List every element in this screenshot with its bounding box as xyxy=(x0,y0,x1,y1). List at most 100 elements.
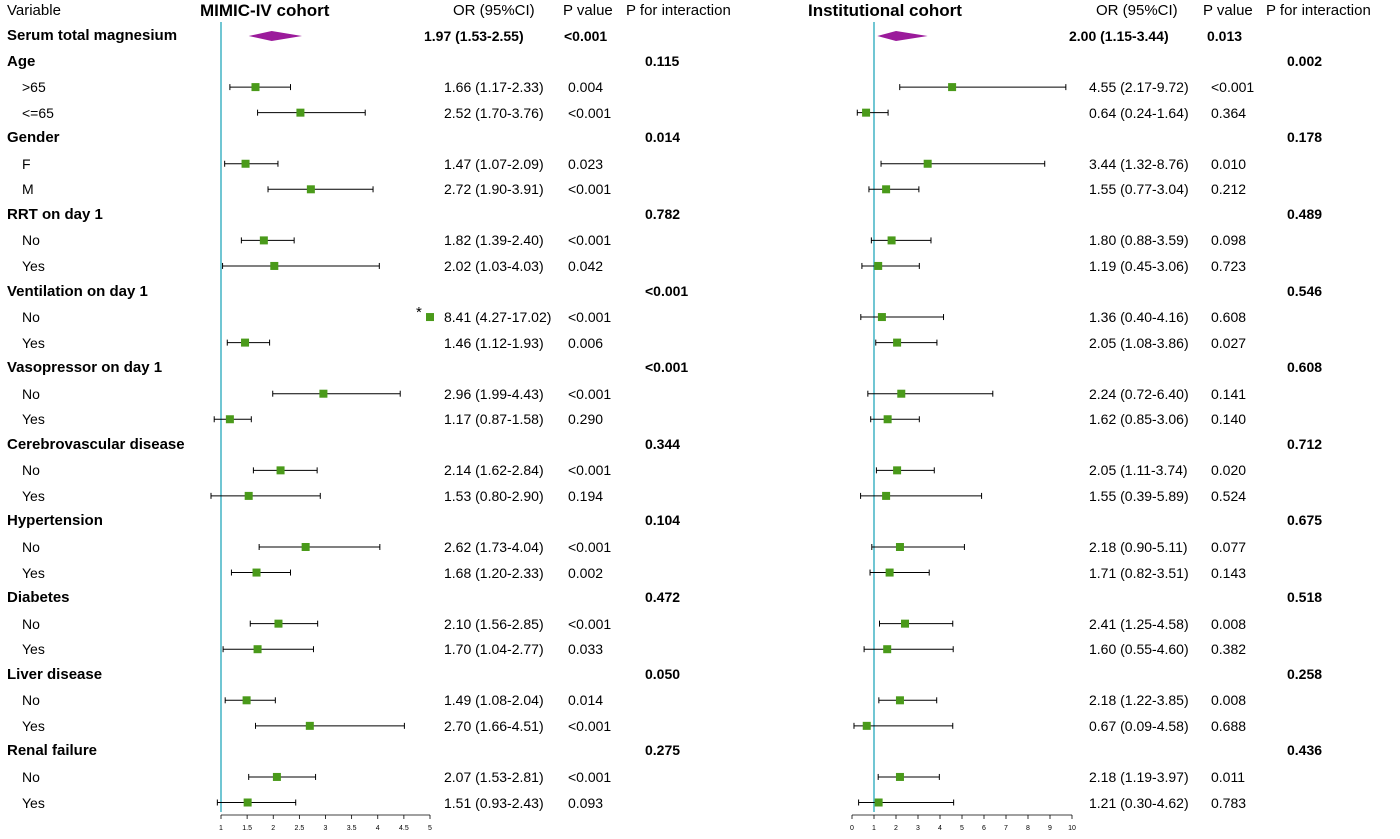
right-point-estimate xyxy=(893,338,902,347)
left-or-ci: 8.41 (4.27-17.02) xyxy=(444,309,552,326)
left-point-estimate xyxy=(243,798,252,807)
row-label: No xyxy=(22,539,40,555)
left-p-interaction: 0.344 xyxy=(645,435,681,452)
right-p-value: 0.008 xyxy=(1211,692,1247,709)
row-label: Yes xyxy=(22,411,45,428)
left-tick-label: 3 xyxy=(324,825,328,832)
left-or-ci: 2.02 (1.03-4.03) xyxy=(444,257,544,274)
right-point-estimate xyxy=(893,466,902,475)
left-point-estimate xyxy=(252,568,261,577)
left-or-ci: 2.70 (1.66-4.51) xyxy=(444,717,544,734)
left-p-value: 0.033 xyxy=(568,641,604,658)
left-tick-label: 5 xyxy=(428,825,432,832)
right-tick-label: 7 xyxy=(1004,825,1008,832)
row-label: No xyxy=(22,692,40,709)
left-or-ci: 1.17 (0.87-1.58) xyxy=(444,411,544,428)
overall-label: Serum total magnesium xyxy=(7,27,178,44)
left-or-ci: 1.68 (1.20-2.33) xyxy=(444,564,544,581)
right-p-interaction: 0.489 xyxy=(1287,205,1323,222)
right-point-estimate xyxy=(887,236,896,245)
right-p-value: 0.143 xyxy=(1211,564,1247,581)
left-tick-label: 2 xyxy=(271,825,275,832)
left-point-estimate xyxy=(272,772,281,781)
group-label: Diabetes xyxy=(7,589,70,607)
left-point-estimate xyxy=(319,389,328,398)
header-variable: Variable xyxy=(7,2,61,19)
left-p-interaction: 0.275 xyxy=(645,742,681,759)
left-p-value: 0.002 xyxy=(568,564,604,581)
left-or-ci: 1.66 (1.17-2.33) xyxy=(444,79,544,96)
right-or-ci: 1.21 (0.30-4.62) xyxy=(1089,794,1189,811)
right-or-ci: 2.05 (1.11-3.74) xyxy=(1089,462,1188,479)
right-or-ci: 1.19 (0.45-3.06) xyxy=(1089,257,1189,274)
left-p-value: 0.004 xyxy=(568,79,604,96)
right-or-ci: 3.44 (1.32-8.76) xyxy=(1089,155,1189,172)
right-or-ci: 1.55 (0.77-3.04) xyxy=(1089,181,1189,198)
left-point-estimate xyxy=(251,83,260,92)
right-or-ci: 1.36 (0.40-4.16) xyxy=(1089,309,1189,326)
left-p-value: <0.001 xyxy=(568,232,612,249)
left-point-estimate xyxy=(270,261,279,270)
right-or-ci: 0.64 (0.24-1.64) xyxy=(1089,104,1189,121)
row-label: M xyxy=(22,181,34,198)
right-cohort-title: Institutional cohort xyxy=(808,1,962,20)
left-or-ci: 2.96 (1.99-4.43) xyxy=(444,385,544,402)
right-point-estimate xyxy=(882,491,891,500)
right-p-value: 0.141 xyxy=(1211,385,1247,402)
row-label: Yes xyxy=(22,487,45,504)
left-or-ci: 1.51 (0.93-2.43) xyxy=(444,794,544,811)
left-p-value: 0.194 xyxy=(568,487,604,504)
left-or-ci: 2.10 (1.56-2.85) xyxy=(444,615,544,632)
left-p-interaction: 0.472 xyxy=(645,589,681,606)
left-or-ci: 2.52 (1.70-3.76) xyxy=(444,104,544,121)
right-p-value: 0.140 xyxy=(1211,411,1247,428)
right-point-estimate xyxy=(874,798,883,807)
left-or-ci: 2.72 (1.90-3.91) xyxy=(444,181,544,198)
left-or-ci: 2.62 (1.73-4.04) xyxy=(444,539,544,555)
right-header-pint: P for interaction xyxy=(1266,2,1371,19)
left-point-estimate xyxy=(225,415,234,424)
right-p-value: 0.027 xyxy=(1211,334,1247,351)
right-tick-label: 4 xyxy=(938,825,942,832)
right-p-interaction: 0.178 xyxy=(1287,129,1323,146)
left-overall-diamond xyxy=(248,31,302,41)
right-p-interaction: 0.712 xyxy=(1287,435,1323,452)
row-label: >65 xyxy=(22,79,46,96)
row-label: F xyxy=(22,155,31,172)
right-or-ci: 1.60 (0.55-4.60) xyxy=(1089,641,1189,658)
right-tick-label: 9 xyxy=(1048,825,1052,832)
right-point-estimate xyxy=(885,568,894,577)
right-p-interaction: 0.436 xyxy=(1287,742,1323,759)
left-p-interaction: 0.782 xyxy=(645,205,681,222)
left-point-estimate xyxy=(301,543,310,551)
left-p-value: <0.001 xyxy=(564,28,608,44)
row-label: No xyxy=(22,462,40,479)
group-label: Hypertension xyxy=(7,512,103,530)
right-p-interaction: 0.546 xyxy=(1287,282,1323,299)
right-p-value: 0.008 xyxy=(1211,615,1247,632)
left-tick-label: 2.5 xyxy=(295,825,305,832)
left-p-value: <0.001 xyxy=(568,181,612,198)
right-p-value: 0.020 xyxy=(1211,462,1247,479)
right-p-value: 0.077 xyxy=(1211,539,1247,555)
right-tick-label: 8 xyxy=(1026,825,1030,832)
left-point-estimate xyxy=(241,159,250,168)
right-p-interaction: 0.518 xyxy=(1287,589,1323,606)
row-label: Yes xyxy=(22,564,45,581)
right-p-value: <0.001 xyxy=(1211,79,1255,96)
right-point-estimate xyxy=(883,415,892,424)
right-point-estimate xyxy=(862,721,871,730)
left-p-interaction: 0.115 xyxy=(645,52,680,69)
right-point-estimate xyxy=(883,645,892,654)
left-p-value: <0.001 xyxy=(568,768,612,785)
right-point-estimate xyxy=(923,159,932,168)
right-or-ci: 2.05 (1.08-3.86) xyxy=(1089,334,1189,351)
row-label: No xyxy=(22,385,40,402)
off-scale-marker: * xyxy=(416,304,422,321)
row-label: Yes xyxy=(22,717,45,734)
left-p-value: <0.001 xyxy=(568,717,612,734)
left-header-pint: P for interaction xyxy=(626,2,731,19)
right-point-estimate xyxy=(882,185,891,194)
right-or-ci: 2.18 (1.22-3.85) xyxy=(1089,692,1189,709)
left-p-value: 0.093 xyxy=(568,794,604,811)
